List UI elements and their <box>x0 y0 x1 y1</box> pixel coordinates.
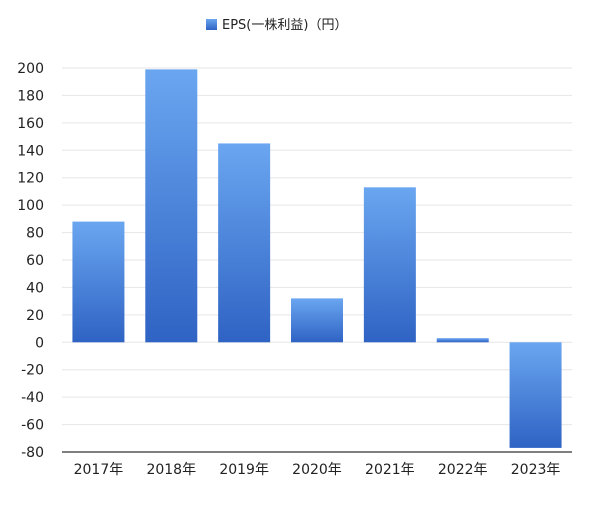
x-tick-label: 2021年 <box>365 462 415 478</box>
y-tick-label: -80 <box>21 445 44 461</box>
y-tick-label: 20 <box>26 308 44 324</box>
y-tick-label: 60 <box>26 253 44 269</box>
y-tick-label: 40 <box>26 280 44 296</box>
bars <box>72 69 562 448</box>
bar-2017年 <box>72 221 125 343</box>
y-tick-label: 160 <box>17 116 44 132</box>
legend-swatch-eps <box>206 19 217 30</box>
legend-label-eps: EPS(一株利益)（円） <box>222 18 347 33</box>
y-tick-label: 0 <box>35 335 44 351</box>
bar-2019年 <box>218 143 271 343</box>
y-tick-label: 140 <box>17 143 44 159</box>
x-tick-label: 2017年 <box>74 462 124 478</box>
x-tick-label: 2023年 <box>511 462 561 478</box>
bar-2020年 <box>291 298 343 343</box>
x-tick-label: 2020年 <box>292 462 342 478</box>
bar-2022年 <box>436 338 489 343</box>
bar-2021年 <box>363 187 416 343</box>
x-tick-label: 2022年 <box>438 462 488 478</box>
legend: EPS(一株利益)（円） <box>206 18 347 33</box>
y-tick-label: 180 <box>17 88 44 104</box>
gridlines <box>62 67 572 426</box>
x-tick-label: 2018年 <box>146 462 196 478</box>
bar-2023年 <box>509 342 562 448</box>
x-tick-label: 2019年 <box>219 462 269 478</box>
y-tick-label: 100 <box>17 198 44 214</box>
y-tick-label: -40 <box>21 390 44 406</box>
x-axis-tick-labels: 2017年 2018年 2019年 2020年 2021年 2022年 2023年 <box>74 462 561 478</box>
y-tick-label: -60 <box>21 418 44 434</box>
y-tick-label: 120 <box>17 171 44 187</box>
y-tick-label: -20 <box>21 363 44 379</box>
y-tick-label: 200 <box>17 61 44 77</box>
bar-2018年 <box>145 69 198 343</box>
y-tick-label: 80 <box>26 226 44 242</box>
